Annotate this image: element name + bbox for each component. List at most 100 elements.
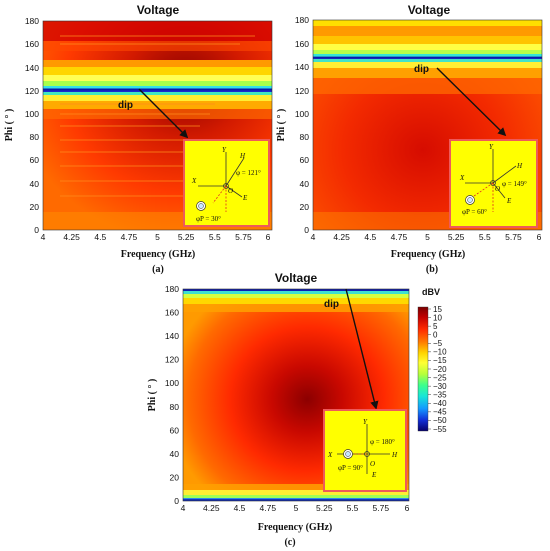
panel-b-inset: Y X H E O φ = 149° φP = 60° bbox=[449, 139, 538, 228]
xtick-label: 4 bbox=[311, 232, 316, 242]
colorbar-tick-label: −40 bbox=[433, 399, 447, 408]
colorbar-tick-label: −35 bbox=[433, 391, 447, 400]
panel-b-xlabel: Frequency (GHz) bbox=[391, 249, 466, 260]
xtick-label: 5 bbox=[294, 503, 299, 513]
panel-a-title: Voltage bbox=[137, 3, 180, 17]
colorbar-tick-label: 15 bbox=[433, 305, 442, 314]
ytick-label: 60 bbox=[170, 426, 180, 436]
ytick-label: 0 bbox=[34, 225, 39, 235]
xtick-label: 5.75 bbox=[505, 232, 522, 242]
xtick-label: 4.5 bbox=[364, 232, 376, 242]
panel-b-dip-arrow bbox=[436, 67, 507, 137]
panel-b: Voltage 4 4.25 4.5 4.75 5 5.25 5.5 bbox=[276, 3, 543, 275]
inset-axis-label: O bbox=[495, 185, 500, 193]
colorbar-tick-label: 0 bbox=[433, 331, 438, 340]
xtick-label: 5.5 bbox=[209, 232, 221, 242]
ytick-label: 20 bbox=[300, 202, 310, 212]
xtick-label: 5 bbox=[155, 232, 160, 242]
colorbar-tick-label: −25 bbox=[433, 373, 447, 382]
inset-axis-label: H bbox=[239, 152, 246, 160]
panel-c-title: Voltage bbox=[275, 271, 318, 285]
ytick-label: 180 bbox=[295, 15, 309, 25]
xtick-label: 6 bbox=[266, 232, 271, 242]
colorbar: dBV 151050−5−10−15−20−25−30−35−40−45−50−… bbox=[417, 287, 447, 434]
panel-b-ylabel: Phi ( ° ) bbox=[276, 109, 287, 142]
colorbar-tick-label: −45 bbox=[433, 408, 447, 417]
ytick-label: 140 bbox=[25, 63, 39, 73]
inset-phi-label: φ = 149° bbox=[502, 180, 527, 188]
colorbar-label: dBV bbox=[422, 287, 440, 297]
ytick-label: 40 bbox=[300, 179, 310, 189]
ytick-label: 140 bbox=[165, 331, 179, 341]
xtick-label: 5.25 bbox=[178, 232, 195, 242]
panel-c-inset: Y X H E O φ = 180° φP = 90° bbox=[323, 409, 407, 492]
inset-axis-label: H bbox=[516, 162, 523, 170]
panel-a: Voltage bbox=[4, 3, 273, 275]
ytick-label: 0 bbox=[174, 496, 179, 506]
panel-b-title: Voltage bbox=[408, 3, 451, 17]
xtick-label: 5.5 bbox=[347, 503, 359, 513]
panel-c-ylabel: Phi ( ° ) bbox=[147, 379, 158, 412]
panel-a-xlabel: Frequency (GHz) bbox=[121, 249, 196, 260]
ytick-label: 160 bbox=[295, 39, 309, 49]
xtick-label: 5.5 bbox=[479, 232, 491, 242]
xtick-label: 4.75 bbox=[391, 232, 408, 242]
xtick-label: 4.5 bbox=[94, 232, 106, 242]
ytick-label: 180 bbox=[25, 16, 39, 26]
ytick-label: 0 bbox=[304, 225, 309, 235]
inset-axis-label: O bbox=[370, 460, 375, 468]
panel-a-heatmap bbox=[43, 21, 272, 230]
inset-phi-p-label: φP = 60° bbox=[462, 208, 487, 216]
panel-b-dip-label: dip bbox=[414, 64, 429, 75]
ytick-label: 20 bbox=[170, 473, 180, 483]
panel-c-xlabel: Frequency (GHz) bbox=[258, 522, 333, 533]
inset-axis-label: X bbox=[459, 174, 465, 182]
ytick-label: 80 bbox=[170, 402, 180, 412]
inset-phi-p-label: φP = 30° bbox=[196, 215, 221, 223]
xtick-label: 5.25 bbox=[316, 503, 333, 513]
xtick-label: 4.25 bbox=[63, 232, 80, 242]
inset-axis-label: E bbox=[371, 471, 377, 479]
colorbar-tick-label: −15 bbox=[433, 356, 447, 365]
ytick-label: 80 bbox=[30, 132, 40, 142]
inset-axis-label: E bbox=[242, 194, 248, 202]
inset-axis-label: H bbox=[391, 451, 398, 459]
inset-phi-p-label: φP = 90° bbox=[338, 464, 363, 472]
colorbar-tick-label: −10 bbox=[433, 348, 447, 357]
xtick-label: 4.75 bbox=[260, 503, 277, 513]
panel-b-xticks: 4 4.25 4.5 4.75 5 5.25 5.5 5.75 6 bbox=[311, 232, 542, 242]
colorbar-tick-label: −55 bbox=[433, 425, 447, 434]
ytick-label: 40 bbox=[170, 449, 180, 459]
ytick-label: 100 bbox=[295, 109, 309, 119]
inset-phi-label: φ = 121° bbox=[236, 169, 261, 177]
xtick-label: 4 bbox=[181, 503, 186, 513]
ytick-label: 140 bbox=[295, 62, 309, 72]
xtick-label: 6 bbox=[537, 232, 542, 242]
xtick-label: 4.75 bbox=[121, 232, 138, 242]
panel-c-dip-label: dip bbox=[324, 299, 339, 310]
colorbar-tick-label: −30 bbox=[433, 382, 447, 391]
inset-axis-label: E bbox=[506, 197, 512, 205]
ytick-label: 60 bbox=[300, 155, 310, 165]
panel-a-inset: Y X H E O φ = 121° φP = 30° bbox=[183, 139, 270, 227]
xtick-label: 5 bbox=[425, 232, 430, 242]
xtick-label: 5.25 bbox=[448, 232, 465, 242]
xtick-label: 6 bbox=[405, 503, 410, 513]
inset-axis-label: Y bbox=[489, 143, 494, 151]
ytick-label: 40 bbox=[30, 179, 40, 189]
ytick-label: 160 bbox=[25, 39, 39, 49]
inset-axis-label: Y bbox=[363, 418, 368, 426]
ytick-label: 100 bbox=[25, 109, 39, 119]
panel-c-caption: (c) bbox=[284, 537, 295, 548]
xtick-label: 4.5 bbox=[234, 503, 246, 513]
colorbar-tick-label: 5 bbox=[433, 322, 438, 331]
xtick-label: 4.25 bbox=[203, 503, 220, 513]
panel-c-dip-arrow bbox=[345, 288, 379, 410]
xtick-label: 5.75 bbox=[373, 503, 390, 513]
ytick-label: 60 bbox=[30, 155, 40, 165]
colorbar-tick-label: 10 bbox=[433, 313, 442, 322]
colorbar-tick-label: −20 bbox=[433, 365, 447, 374]
ytick-label: 180 bbox=[165, 284, 179, 294]
colorbar-tick-label: −5 bbox=[433, 339, 443, 348]
